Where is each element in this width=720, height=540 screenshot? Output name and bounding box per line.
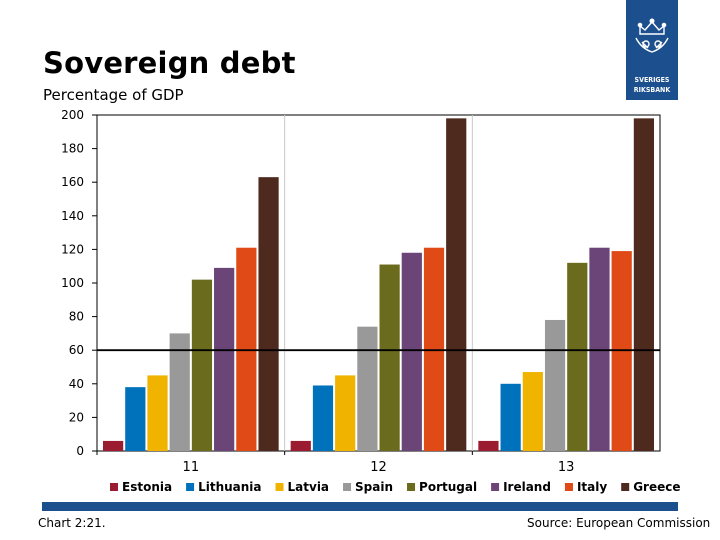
bar-lithuania xyxy=(125,387,146,451)
legend-swatch-portugal xyxy=(407,483,416,491)
legend-swatch-estonia xyxy=(110,483,118,491)
legend-swatch-lithuania xyxy=(186,483,195,491)
y-tick-label: 0 xyxy=(76,444,84,458)
y-tick-label: 60 xyxy=(69,343,84,357)
bar-portugal xyxy=(379,264,400,451)
bar-greece xyxy=(258,177,279,451)
bar-greece xyxy=(446,118,467,452)
legend-label-estonia: Estonia xyxy=(122,480,172,494)
legend-label-latvia: Latvia xyxy=(288,480,330,494)
legend-swatch-spain xyxy=(343,483,352,491)
legend-swatch-ireland xyxy=(491,483,500,491)
source-note: Source: European Commission xyxy=(527,516,711,530)
bar-estonia xyxy=(103,440,124,451)
bar-spain xyxy=(357,326,378,451)
bar-lithuania xyxy=(500,383,521,451)
bar-estonia xyxy=(290,440,311,451)
y-tick-label: 80 xyxy=(69,310,84,324)
legend-label-ireland: Ireland xyxy=(503,480,551,494)
bar-greece xyxy=(633,118,654,452)
chart-number: Chart 2:21. xyxy=(38,516,106,530)
bar-ireland xyxy=(401,252,422,451)
legend-label-greece: Greece xyxy=(633,480,680,494)
x-tick-label: 13 xyxy=(558,460,575,475)
legend-label-portugal: Portugal xyxy=(419,480,477,494)
bar-latvia xyxy=(147,375,168,451)
y-tick-label: 20 xyxy=(69,410,84,424)
bar-spain xyxy=(169,333,190,451)
legend-label-lithuania: Lithuania xyxy=(198,480,261,494)
bar-spain xyxy=(544,319,566,451)
y-tick-label: 40 xyxy=(69,377,84,391)
page-title: Sovereign debt xyxy=(43,46,296,80)
legend-swatch-greece xyxy=(621,483,630,491)
bar-ireland xyxy=(214,267,235,451)
bar-latvia xyxy=(522,372,543,451)
legend-label-italy: Italy xyxy=(577,480,607,494)
y-tick-label: 100 xyxy=(61,276,84,290)
chart-subtitle: Percentage of GDP xyxy=(43,86,184,104)
legend-label-spain: Spain xyxy=(355,480,393,494)
bar-lithuania xyxy=(312,385,334,451)
legend-swatch-latvia xyxy=(275,483,284,491)
footer-rule xyxy=(42,502,678,511)
x-tick-label: 11 xyxy=(183,460,200,475)
y-tick-label: 200 xyxy=(61,108,84,122)
y-tick-label: 180 xyxy=(61,142,84,156)
y-tick-label: 140 xyxy=(61,209,84,223)
legend-swatch-italy xyxy=(564,483,573,491)
x-tick-label: 12 xyxy=(370,460,387,475)
bar-estonia xyxy=(478,440,499,451)
bar-latvia xyxy=(335,375,356,451)
riksbank-logo: SVERIGES RIKSBANK xyxy=(626,0,678,100)
logo-text-line2: RIKSBANK xyxy=(633,86,671,94)
bar-portugal xyxy=(191,279,213,451)
logo-text-line1: SVERIGES xyxy=(634,76,670,84)
y-tick-label: 120 xyxy=(61,242,84,256)
plot-area xyxy=(96,114,661,452)
bar-portugal xyxy=(567,262,588,451)
y-tick-label: 160 xyxy=(61,175,84,189)
crown-emblem-icon xyxy=(635,18,669,53)
